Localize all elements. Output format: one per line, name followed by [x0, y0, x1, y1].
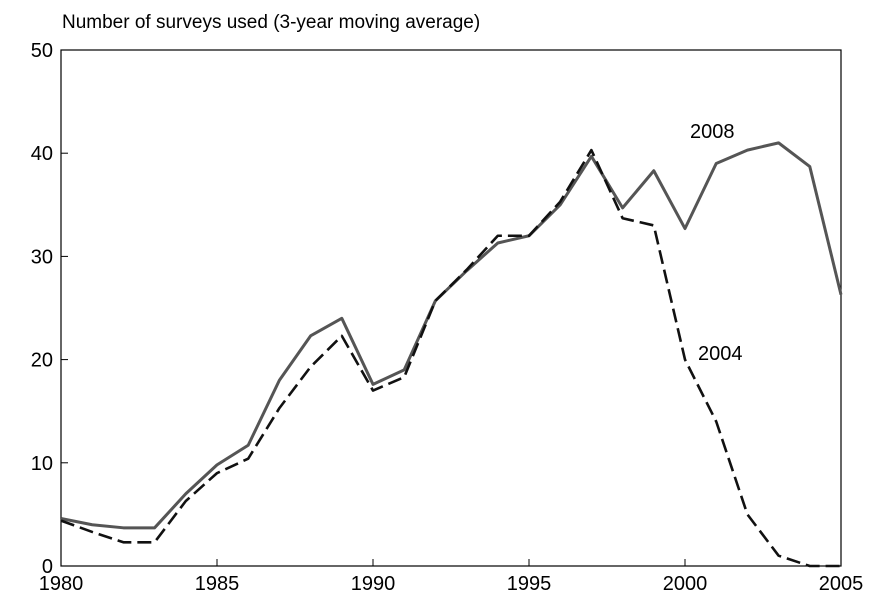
plot-frame	[60, 49, 842, 567]
series-line	[60, 141, 843, 530]
x-tick-label: 1985	[195, 573, 240, 595]
y-tick-label: 0	[42, 556, 53, 578]
y-tick-label: 30	[31, 246, 53, 268]
x-tick-label: 1990	[351, 573, 396, 595]
series-line	[60, 148, 841, 568]
x-tick-label: 2005	[819, 573, 864, 595]
y-tick-label: 40	[31, 143, 53, 165]
x-tick-label: 1980	[39, 573, 84, 595]
x-tick-label: 2000	[663, 573, 708, 595]
x-tick-label: 1995	[507, 573, 552, 595]
series-label: 2008	[690, 121, 735, 143]
series-label: 2004	[698, 343, 743, 365]
y-tick-label: 20	[31, 350, 53, 372]
y-tick-label: 50	[31, 40, 53, 62]
y-tick-label: 10	[31, 453, 53, 475]
chart-title: Number of surveys used (3-year moving av…	[62, 12, 480, 33]
